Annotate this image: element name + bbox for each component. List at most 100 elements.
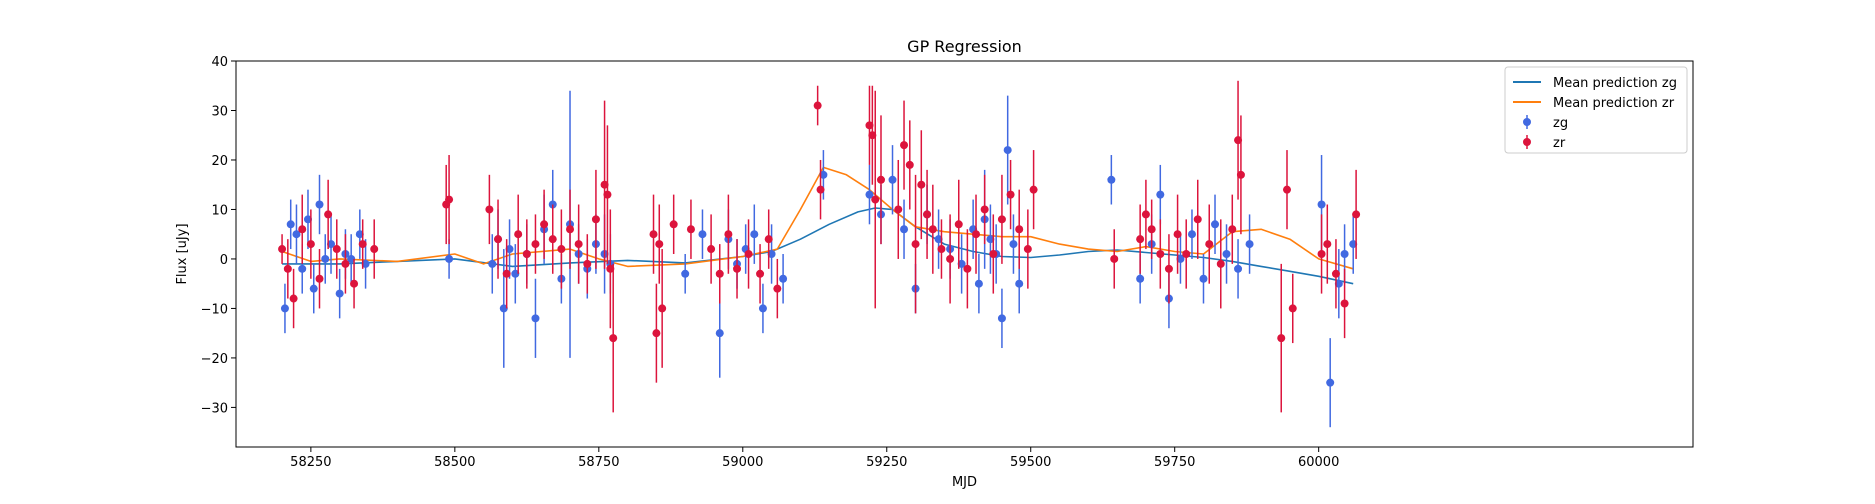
point-zg: [1245, 240, 1254, 249]
point-zg: [934, 235, 943, 244]
point-zr: [1282, 185, 1291, 194]
point-zg: [1326, 378, 1335, 387]
point-zr: [937, 245, 946, 254]
point-zr: [1277, 334, 1286, 343]
chart-title: GP Regression: [907, 37, 1022, 56]
point-zr: [548, 235, 557, 244]
legend-label: Mean prediction zr: [1553, 96, 1675, 111]
point-zr: [445, 195, 454, 204]
point-zr: [289, 294, 298, 303]
point-zr: [341, 259, 350, 268]
legend-box: [1504, 66, 1688, 154]
point-zg: [900, 225, 909, 234]
point-zr: [298, 225, 307, 234]
point-zr: [1216, 259, 1225, 268]
point-zr: [658, 304, 667, 313]
point-zr: [715, 269, 724, 278]
point-zg: [445, 254, 454, 263]
point-zr: [972, 230, 981, 239]
point-zg: [888, 175, 897, 184]
point-zr: [946, 254, 955, 263]
point-zr: [652, 329, 661, 338]
point-zr: [928, 225, 937, 234]
point-zr: [923, 210, 932, 219]
point-zg: [1136, 274, 1145, 283]
point-zr: [1006, 190, 1015, 199]
point-zr: [1234, 136, 1243, 145]
point-zr: [315, 274, 324, 283]
point-zg: [997, 314, 1006, 323]
point-zg: [1334, 279, 1343, 288]
point-zg: [957, 259, 966, 268]
point-zr: [485, 205, 494, 214]
point-zr: [531, 240, 540, 249]
point-zr: [876, 175, 885, 184]
series-zr: [278, 80, 1361, 413]
point-zr: [1023, 245, 1032, 254]
legend: Mean prediction zg Mean prediction zr zg zr: [1504, 66, 1688, 154]
point-zr: [649, 230, 658, 239]
y-tick-label: −20: [201, 352, 228, 367]
point-zg: [309, 284, 318, 293]
point-zr: [963, 264, 972, 273]
point-zr: [764, 235, 773, 244]
x-tick-label: 59500: [1010, 455, 1051, 470]
point-zr: [816, 185, 825, 194]
legend-swatch-marker: [1523, 118, 1531, 126]
point-zr: [989, 250, 998, 258]
point-zr: [669, 220, 678, 229]
point-zg: [280, 304, 289, 313]
point-zr: [502, 269, 511, 278]
point-zr: [283, 264, 292, 273]
x-tick-label: 60000: [1298, 455, 1339, 470]
point-zr: [813, 101, 822, 110]
point-zr: [606, 264, 615, 273]
point-zg: [355, 230, 364, 239]
legend-swatch-marker: [1523, 138, 1531, 146]
plot-area: [278, 80, 1361, 428]
point-zr: [600, 180, 609, 189]
point-zr: [871, 195, 880, 204]
point-zr: [773, 284, 782, 293]
y-tick-label: 10: [211, 203, 228, 218]
point-zg: [1317, 200, 1326, 209]
point-zr: [686, 225, 695, 234]
point-zg: [347, 254, 356, 263]
y-axis-label: Flux [uJy]: [175, 223, 190, 284]
legend-label: Mean prediction zg: [1553, 76, 1677, 91]
point-zr: [868, 131, 877, 140]
point-zr: [540, 220, 549, 229]
point-zr: [1236, 170, 1245, 179]
point-zg: [315, 200, 324, 209]
point-zg: [1199, 274, 1208, 283]
point-zg: [767, 250, 776, 258]
point-zg: [1340, 250, 1349, 258]
point-zg: [1156, 190, 1165, 199]
point-zr: [1288, 304, 1297, 313]
point-zg: [1234, 264, 1243, 273]
point-zr: [609, 334, 618, 343]
point-zr: [603, 190, 612, 199]
point-zg: [298, 264, 307, 273]
y-tick-label: −10: [201, 302, 228, 317]
point-zg: [1009, 240, 1018, 249]
point-zr: [1182, 250, 1191, 258]
point-zr: [358, 240, 367, 249]
point-zg: [511, 269, 520, 278]
point-zr: [1340, 299, 1349, 308]
point-zg: [361, 259, 370, 268]
point-zg: [321, 254, 330, 263]
point-zr: [756, 269, 765, 278]
point-zr: [1156, 250, 1165, 258]
point-zg: [286, 220, 295, 229]
point-zr: [954, 220, 963, 229]
point-zg: [531, 314, 540, 323]
point-zr: [1352, 210, 1361, 219]
point-zr: [744, 250, 753, 258]
x-tick-label: 58750: [578, 455, 619, 470]
point-zg: [1107, 175, 1116, 184]
point-zr: [865, 121, 874, 130]
point-zg: [779, 274, 788, 283]
point-zr: [894, 205, 903, 214]
